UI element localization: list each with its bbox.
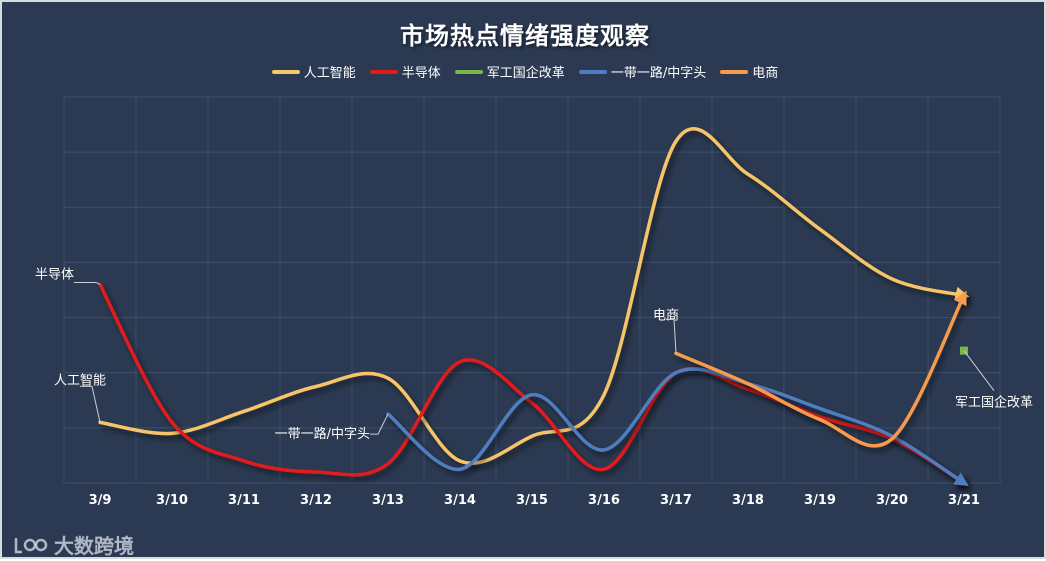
x-tick-label: 3/21 [948,493,980,508]
x-tick-label: 3/17 [660,493,692,508]
x-tick-label: 3/9 [89,493,112,508]
x-tick-label: 3/16 [588,493,620,508]
brand-logo-icon [14,537,48,553]
legend-item: 人工智能 [271,62,356,81]
chart-grid [63,96,1001,484]
x-tick-label: 3/19 [804,493,836,508]
x-tick-label: 3/12 [300,493,332,508]
x-tick-label: 3/20 [876,493,908,508]
x-tick-label: 3/11 [228,493,260,508]
annotation-leader-line [666,318,677,354]
series-line [98,126,970,465]
legend-label: 半导体 [401,66,441,81]
annotation-label: 军工国企改革 [955,395,1033,411]
legend-swatch [578,69,607,74]
x-tick-label: 3/10 [156,493,188,508]
annotation-label: 一带一路/中字头 [275,426,370,442]
annotation-leader-line [370,413,389,435]
chart-legend: 人工智能 半导体 军工国企改革 一带一路/中字头 电商 [2,62,1046,81]
annotation-leader-line [74,281,101,285]
legend-item: 半导体 [369,62,441,81]
series-line [674,290,967,448]
x-tick-label: 3/13 [372,493,404,508]
watermark-text: 大数跨境 [54,534,134,558]
series-line [98,282,969,486]
legend-swatch [720,69,749,74]
annotation-label: 电商 [653,308,679,323]
legend-label: 电商 [752,66,779,81]
x-tick-label: 3/14 [444,493,476,508]
watermark: 大数跨境 [12,530,134,559]
legend-label: 人工智能 [303,66,356,81]
annotation-leader-line [963,350,995,391]
annotation-label: 人工智能 [54,373,106,388]
legend-item: 一带一路/中字头 [578,62,707,81]
legend-label: 一带一路/中字头 [610,66,707,81]
annotation-leader-line [80,385,101,423]
legend-swatch [369,69,398,74]
legend-swatch [454,69,483,74]
legend-item: 军工国企改革 [454,62,565,81]
x-tick-label: 3/18 [732,493,764,508]
legend-swatch [271,69,300,74]
legend-label: 军工国企改革 [486,66,565,81]
annotation-label: 半导体 [35,267,74,282]
series-line [386,367,969,487]
chart-title: 市场热点情绪强度观察 [400,22,650,50]
legend-item: 电商 [720,62,778,81]
x-tick-label: 3/15 [516,493,548,508]
